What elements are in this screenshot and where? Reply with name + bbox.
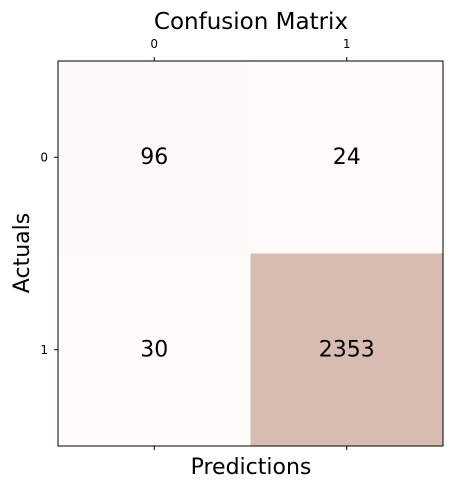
cell-value-0-0: 96 [140, 145, 168, 170]
axis-ticks: 0 1 0 1 [40, 37, 351, 450]
plot-frame [57, 60, 444, 447]
x-axis-label: Predictions [191, 455, 312, 480]
y-axis-label: Actuals [10, 213, 35, 293]
heatmap-cell-0-1 [250, 61, 443, 254]
cell-value-0-1: 24 [333, 145, 361, 170]
heatmap-cell-1-1 [250, 253, 443, 446]
heatmap-cells: 96 24 30 2353 [58, 61, 443, 446]
heatmap-cell-1-0 [58, 253, 251, 446]
chart-title: Confusion Matrix [154, 9, 348, 35]
heatmap-cell-0-0 [58, 61, 251, 254]
cell-value-1-1: 2353 [319, 337, 375, 362]
y-tick-label-0: 0 [40, 150, 48, 164]
cell-value-1-0: 30 [140, 337, 168, 362]
y-tick-label-1: 1 [40, 343, 48, 357]
x-tick-label-0: 0 [150, 37, 158, 51]
x-tick-label-1: 1 [343, 37, 351, 51]
